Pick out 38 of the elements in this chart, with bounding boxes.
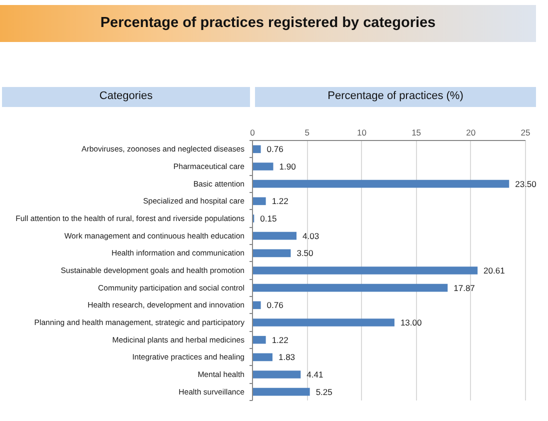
x-tick-label: 5 [304, 128, 310, 138]
bar [252, 180, 510, 188]
bar [252, 249, 291, 258]
bar [252, 232, 297, 240]
bar [252, 284, 448, 292]
data-label: 4.41 [306, 370, 324, 380]
bar [252, 301, 261, 310]
bar [252, 353, 272, 362]
data-label: 5.25 [316, 386, 333, 397]
data-label: 1.22 [272, 334, 289, 345]
data-label: 0.76 [266, 144, 284, 154]
x-tick-label: 25 [520, 128, 530, 138]
data-label: 0.15 [260, 214, 277, 224]
data-label: 1.22 [272, 196, 289, 206]
bar [252, 336, 266, 344]
bar [252, 318, 394, 326]
data-label: 0.76 [266, 300, 284, 310]
x-tick-label: 0 [250, 128, 256, 138]
bar [252, 145, 261, 154]
x-tick-label: 15 [412, 128, 422, 138]
data-label: 13.00 [400, 318, 422, 328]
x-tick-label: 10 [356, 128, 367, 138]
data-label: 23.50 [515, 178, 537, 189]
bar [252, 162, 274, 170]
x-axis-title: Percentage of practices (%) [255, 87, 536, 107]
y-axis-title: Categories [2, 87, 250, 107]
bar [252, 388, 310, 396]
chart-title: Percentage of practices registered by categories [0, 5, 536, 42]
data-label: 20.61 [484, 266, 506, 276]
bar [252, 370, 301, 378]
data-label: 4.03 [302, 230, 320, 241]
data-label: 17.87 [454, 282, 476, 293]
x-tick-label: 20 [466, 128, 476, 138]
data-label: 3.50 [296, 248, 314, 258]
data-label: 1.90 [279, 162, 296, 172]
bar [252, 197, 266, 206]
bar [252, 266, 478, 274]
data-label: 1.83 [278, 352, 296, 362]
